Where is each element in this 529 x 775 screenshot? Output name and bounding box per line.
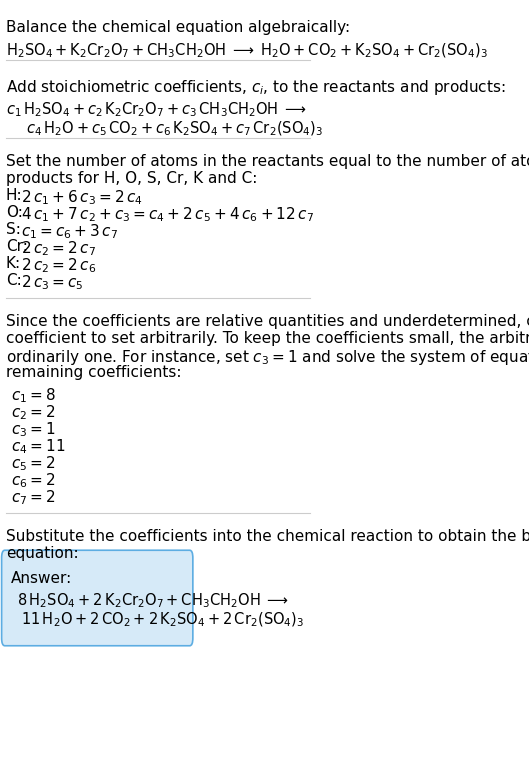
Text: $c_6 = 2$: $c_6 = 2$ bbox=[11, 471, 55, 490]
Text: remaining coefficients:: remaining coefficients: bbox=[6, 365, 181, 380]
Text: Add stoichiometric coefficients, $c_i$, to the reactants and products:: Add stoichiometric coefficients, $c_i$, … bbox=[6, 78, 506, 97]
Text: Cr:: Cr: bbox=[6, 239, 28, 254]
Text: $c_7 = 2$: $c_7 = 2$ bbox=[11, 488, 55, 507]
Text: K:: K: bbox=[6, 256, 21, 271]
Text: Balance the chemical equation algebraically:: Balance the chemical equation algebraica… bbox=[6, 20, 350, 35]
Text: equation:: equation: bbox=[6, 546, 79, 561]
Text: Answer:: Answer: bbox=[11, 571, 72, 586]
Text: S:: S: bbox=[6, 222, 21, 237]
Text: $\quad c_4\,\mathrm{H_2O} + c_5\,\mathrm{CO_2} + c_6\,\mathrm{K_2SO_4} + c_7\,\m: $\quad c_4\,\mathrm{H_2O} + c_5\,\mathrm… bbox=[12, 120, 323, 139]
Text: $8\,\mathrm{H_2SO_4} + 2\,\mathrm{K_2Cr_2O_7} + \mathrm{CH_3CH_2OH} \;\longright: $8\,\mathrm{H_2SO_4} + 2\,\mathrm{K_2Cr_… bbox=[17, 591, 289, 610]
Text: $c_5 = 2$: $c_5 = 2$ bbox=[11, 454, 55, 473]
Text: $\mathrm{H_2SO_4 + K_2Cr_2O_7 + CH_3CH_2OH \;\longrightarrow\; H_2O + CO_2 + K_2: $\mathrm{H_2SO_4 + K_2Cr_2O_7 + CH_3CH_2… bbox=[6, 42, 488, 60]
Text: Substitute the coefficients into the chemical reaction to obtain the balanced: Substitute the coefficients into the che… bbox=[6, 529, 529, 544]
Text: $11\,\mathrm{H_2O} + 2\,\mathrm{CO_2} + 2\,\mathrm{K_2SO_4} + 2\,\mathrm{Cr_2(SO: $11\,\mathrm{H_2O} + 2\,\mathrm{CO_2} + … bbox=[22, 611, 305, 629]
Text: $c_1 = c_6 + 3\,c_7$: $c_1 = c_6 + 3\,c_7$ bbox=[22, 222, 118, 241]
Text: C:: C: bbox=[6, 273, 22, 288]
Text: coefficient to set arbitrarily. To keep the coefficients small, the arbitrary va: coefficient to set arbitrarily. To keep … bbox=[6, 331, 529, 346]
Text: $c_1\,\mathrm{H_2SO_4} + c_2\,\mathrm{K_2Cr_2O_7} + c_3\,\mathrm{CH_3CH_2OH} \;\: $c_1\,\mathrm{H_2SO_4} + c_2\,\mathrm{K_… bbox=[6, 100, 307, 119]
Text: $c_4 = 11$: $c_4 = 11$ bbox=[11, 437, 65, 456]
Text: $2\,c_1 + 6\,c_3 = 2\,c_4$: $2\,c_1 + 6\,c_3 = 2\,c_4$ bbox=[22, 188, 143, 207]
Text: $2\,c_2 = 2\,c_7$: $2\,c_2 = 2\,c_7$ bbox=[22, 239, 96, 258]
Text: H:: H: bbox=[6, 188, 23, 203]
Text: Since the coefficients are relative quantities and underdetermined, choose a: Since the coefficients are relative quan… bbox=[6, 314, 529, 329]
FancyBboxPatch shape bbox=[2, 550, 193, 646]
Text: $c_2 = 2$: $c_2 = 2$ bbox=[11, 403, 55, 422]
Text: O:: O: bbox=[6, 205, 23, 220]
Text: $2\,c_3 = c_5$: $2\,c_3 = c_5$ bbox=[22, 273, 84, 291]
Text: $c_1 = 8$: $c_1 = 8$ bbox=[11, 386, 56, 405]
Text: $c_3 = 1$: $c_3 = 1$ bbox=[11, 420, 56, 439]
Text: ordinarily one. For instance, set $c_3 = 1$ and solve the system of equations fo: ordinarily one. For instance, set $c_3 =… bbox=[6, 348, 529, 367]
Text: $4\,c_1 + 7\,c_2 + c_3 = c_4 + 2\,c_5 + 4\,c_6 + 12\,c_7$: $4\,c_1 + 7\,c_2 + c_3 = c_4 + 2\,c_5 + … bbox=[22, 205, 314, 224]
Text: Set the number of atoms in the reactants equal to the number of atoms in the: Set the number of atoms in the reactants… bbox=[6, 154, 529, 169]
Text: products for H, O, S, Cr, K and C:: products for H, O, S, Cr, K and C: bbox=[6, 171, 257, 186]
Text: $2\,c_2 = 2\,c_6$: $2\,c_2 = 2\,c_6$ bbox=[22, 256, 97, 274]
